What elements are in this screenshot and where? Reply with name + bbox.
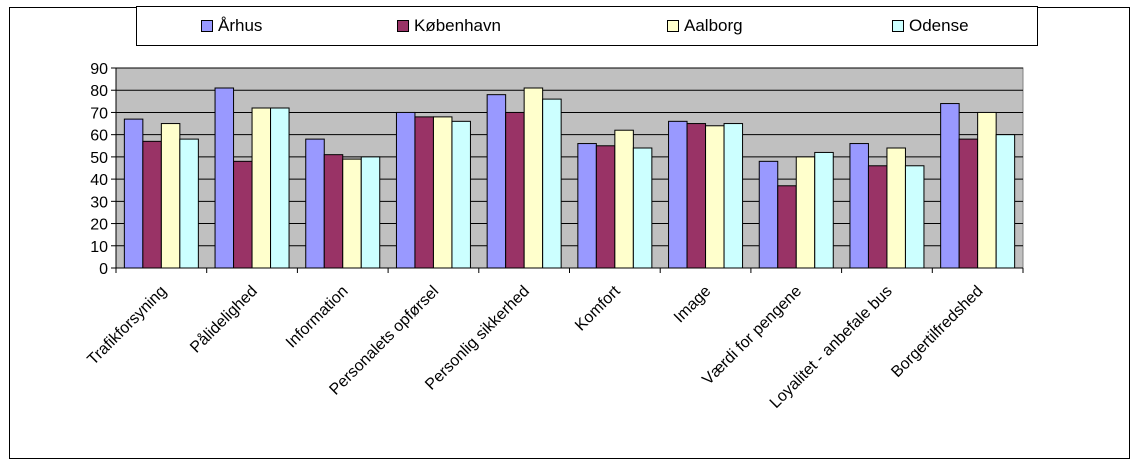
bar	[958, 138, 979, 269]
y-tick-label: 50	[90, 150, 108, 167]
bar	[995, 134, 1016, 269]
y-tick-label: 70	[90, 105, 108, 122]
bar	[632, 147, 653, 269]
bar	[686, 123, 707, 269]
bar	[523, 87, 544, 269]
bar	[251, 107, 272, 269]
bar	[758, 160, 779, 269]
bar	[395, 111, 416, 269]
bar	[904, 165, 925, 269]
y-tick-label: 20	[90, 217, 108, 234]
bar	[867, 165, 888, 269]
legend-label-arhus: Århus	[218, 16, 263, 35]
bar	[270, 107, 290, 269]
legend-item-kobenhavn: København	[397, 16, 501, 36]
bar	[505, 111, 525, 269]
y-axis: 0 10 20 30 40 50 60 70 80 90	[90, 61, 117, 278]
bar	[814, 151, 834, 269]
bar	[414, 116, 434, 269]
x-category-label: Image	[671, 283, 715, 327]
x-axis: Trafikforsyning Pålidelighed Information Pe…	[84, 267, 1024, 412]
bar	[323, 154, 344, 269]
bar	[723, 123, 744, 269]
y-tick-label: 0	[99, 261, 108, 278]
y-tick-label: 40	[90, 172, 108, 189]
legend-swatch-arhus	[201, 20, 213, 32]
bar	[342, 158, 362, 269]
bar	[214, 87, 235, 269]
bars	[123, 87, 1016, 269]
y-tick-label: 80	[90, 83, 108, 100]
bar	[360, 156, 381, 269]
legend-label-aalborg: Aalborg	[684, 16, 743, 35]
legend-label-kobenhavn: København	[414, 16, 501, 35]
bar	[577, 143, 597, 269]
bar	[614, 129, 634, 269]
y-tick-label: 90	[90, 61, 108, 78]
x-category-label: Trafikforsyning	[84, 283, 170, 369]
x-category-label: Personlig sikkerhed	[422, 283, 533, 394]
bar	[668, 120, 688, 269]
legend-item-aalborg: Aalborg	[667, 16, 743, 36]
bar	[123, 118, 144, 269]
legend: Århus København Aalborg Odense	[136, 6, 1038, 46]
legend-swatch-odense	[892, 20, 904, 32]
bar	[777, 185, 797, 269]
bar	[595, 145, 616, 269]
bar	[542, 98, 562, 269]
y-tick-label: 10	[90, 239, 108, 256]
bar	[305, 138, 325, 269]
y-tick-label: 30	[90, 194, 108, 211]
bar	[486, 94, 507, 269]
bar	[886, 147, 906, 269]
legend-swatch-kobenhavn	[397, 20, 409, 32]
x-category-label: Pålidelighed	[186, 282, 260, 356]
bar	[233, 160, 253, 269]
bar	[849, 143, 869, 269]
legend-label-odense: Odense	[909, 16, 969, 35]
bar	[142, 140, 162, 269]
legend-item-arhus: Århus	[201, 16, 262, 36]
legend-item-odense: Odense	[892, 16, 969, 36]
bar	[179, 138, 199, 269]
bar	[705, 125, 725, 269]
bar	[795, 156, 816, 269]
bar	[432, 116, 453, 269]
bar	[160, 123, 181, 269]
legend-swatch-aalborg	[667, 20, 679, 32]
bar	[451, 120, 471, 269]
bar	[940, 103, 960, 269]
x-category-label: Værdi for pengene	[699, 283, 805, 389]
bar	[977, 111, 997, 269]
y-tick-label: 60	[90, 128, 108, 145]
x-category-label: Borgertilfredshed	[888, 283, 986, 381]
x-category-label: Information	[283, 283, 352, 352]
x-category-label: Komfort	[572, 282, 624, 334]
